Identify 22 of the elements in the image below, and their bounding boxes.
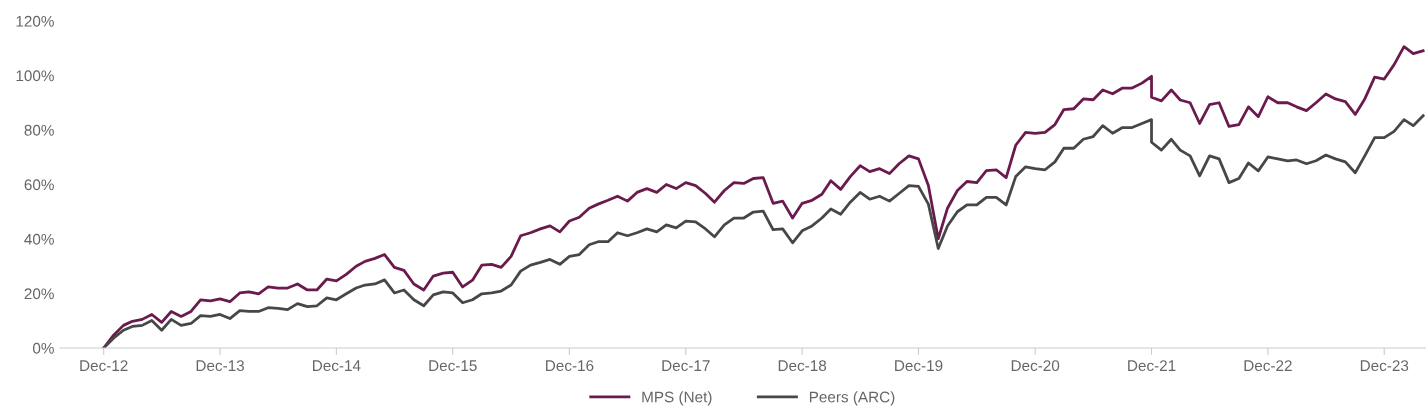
x-tick-label: Dec-20 xyxy=(1011,360,1060,372)
y-tick-label: 40% xyxy=(24,233,54,245)
y-tick-label: 0% xyxy=(32,342,54,354)
x-tick-label: Dec-23 xyxy=(1360,360,1409,372)
x-tick-label: Dec-19 xyxy=(895,360,943,372)
y-tick-label: 60% xyxy=(24,179,54,191)
y-tick-label: 80% xyxy=(24,124,54,136)
line-series xyxy=(102,114,1425,348)
x-tick-label: Dec-18 xyxy=(778,360,827,372)
legend-label: Peers (ARC) xyxy=(809,391,895,406)
y-tick-label: 120% xyxy=(16,15,54,27)
x-tick-label: Dec-22 xyxy=(1244,360,1292,372)
x-tick-label: Dec-12 xyxy=(80,360,128,372)
x-tick-label: Dec-14 xyxy=(313,360,361,372)
x-tick-label: Dec-21 xyxy=(1128,360,1176,372)
x-tick-label: Dec-13 xyxy=(196,360,244,372)
x-tick-label: Dec-17 xyxy=(662,360,710,372)
legend-label: MPS (Net) xyxy=(642,391,712,406)
y-tick-label: 100% xyxy=(16,70,54,82)
y-tick-label: 20% xyxy=(24,288,54,300)
x-tick-label: Dec-16 xyxy=(546,360,594,372)
x-tick-label: Dec-15 xyxy=(429,360,477,372)
